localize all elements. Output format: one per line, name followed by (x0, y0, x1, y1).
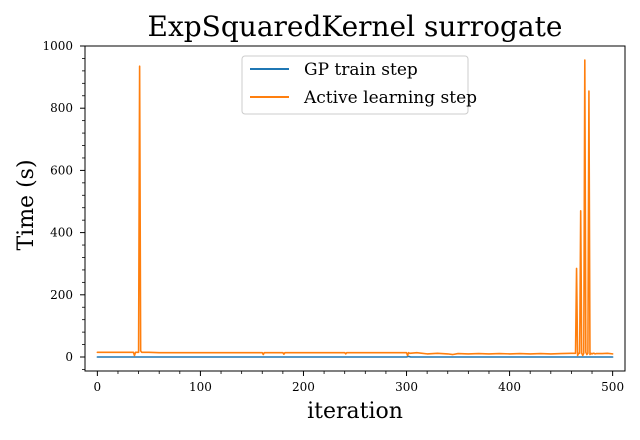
y-tick-label: 1000 (42, 39, 73, 53)
y-tick-label: 200 (50, 288, 73, 302)
y-tick-label: 0 (65, 350, 73, 364)
series-layer (96, 59, 614, 358)
x-tick-label: 300 (395, 380, 418, 394)
x-tick-label: 400 (498, 380, 521, 394)
x-axis-label: iteration (307, 399, 403, 424)
axis-ticks: 0 100 200 300 400 500 0 200 400 600 800 1000 (42, 39, 624, 394)
x-tick-label: 500 (601, 380, 624, 394)
series-line-active-learning-step (96, 59, 614, 357)
x-tick-label: 0 (94, 380, 102, 394)
y-axis-label: Time (s) (14, 159, 39, 250)
legend: GP train step Active learning step (241, 55, 477, 115)
y-tick-label: 800 (50, 101, 73, 115)
x-tick-label: 100 (189, 380, 212, 394)
legend-box (241, 55, 469, 115)
series-line-gp-train-step (96, 355, 614, 358)
legend-label-active-learning-step: Active learning step (303, 88, 477, 108)
chart-title: ExpSquaredKernel surrogate (148, 10, 563, 43)
y-tick-label: 600 (50, 163, 73, 177)
legend-label-gp-train-step: GP train step (304, 60, 418, 80)
x-tick-label: 200 (292, 380, 315, 394)
y-tick-label: 400 (50, 226, 73, 240)
